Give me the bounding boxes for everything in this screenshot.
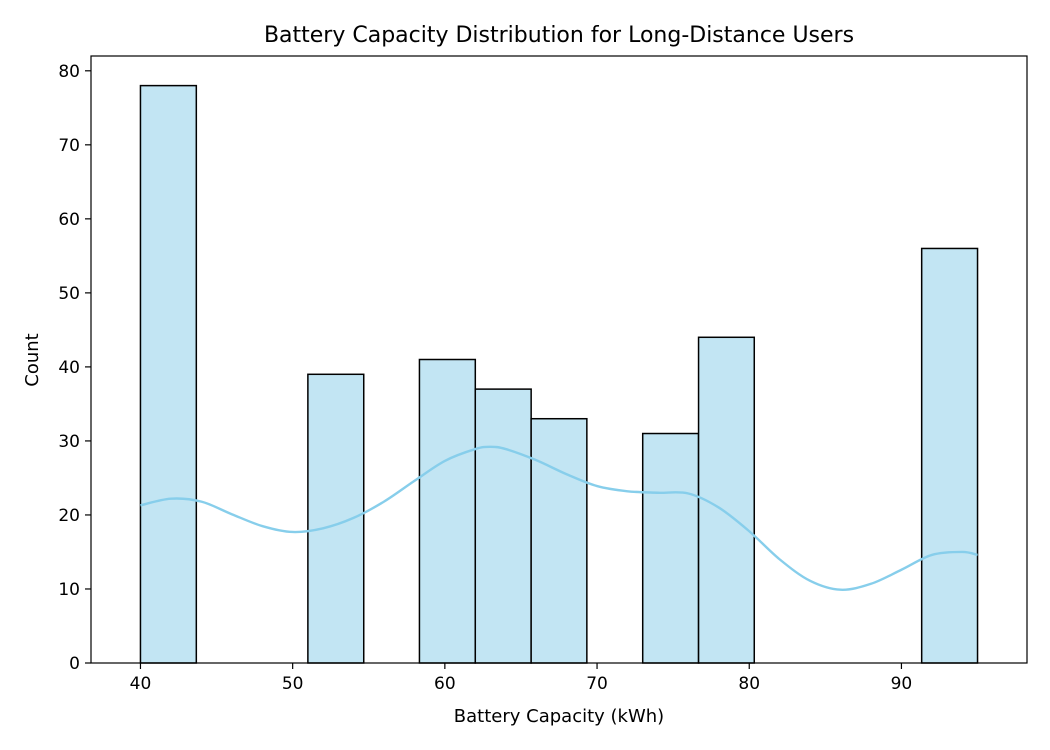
y-axis-ticks: 0 10 20 30 40 50 60 70 80 xyxy=(58,62,91,674)
y-tick-label: 60 xyxy=(58,210,80,230)
histogram-bar xyxy=(307,373,365,664)
plot-frame xyxy=(90,55,1028,664)
kde-density-line xyxy=(140,445,978,591)
bars-layer xyxy=(139,84,979,664)
y-tick-label: 0 xyxy=(69,654,80,674)
chart-title: Battery Capacity Distribution for Long-D… xyxy=(264,23,854,48)
y-tick-label: 50 xyxy=(58,284,80,304)
histogram-bar xyxy=(474,388,532,664)
y-tick-label: 40 xyxy=(58,358,80,378)
histogram-bar xyxy=(139,84,198,664)
histogram-bar xyxy=(530,417,588,664)
histogram-bar xyxy=(920,247,979,664)
histogram-bar xyxy=(418,358,477,664)
y-tick-label: 80 xyxy=(58,62,80,82)
x-tick-label: 60 xyxy=(434,674,456,694)
y-axis-label: Count xyxy=(22,333,43,386)
x-tick-label: 70 xyxy=(586,674,608,694)
x-tick-label: 50 xyxy=(282,674,304,694)
x-tick-label: 90 xyxy=(891,674,913,694)
y-tick-label: 30 xyxy=(58,432,80,452)
x-axis-label: Battery Capacity (kWh) xyxy=(454,706,664,727)
y-tick-label: 70 xyxy=(58,136,80,156)
x-tick-label: 40 xyxy=(130,674,152,694)
x-axis-ticks: 40 50 60 70 80 90 xyxy=(130,663,913,694)
y-tick-label: 20 xyxy=(58,506,80,526)
x-tick-label: 80 xyxy=(738,674,760,694)
y-tick-label: 10 xyxy=(58,580,80,600)
kde-layer xyxy=(140,445,978,591)
histogram-bar xyxy=(641,432,700,664)
